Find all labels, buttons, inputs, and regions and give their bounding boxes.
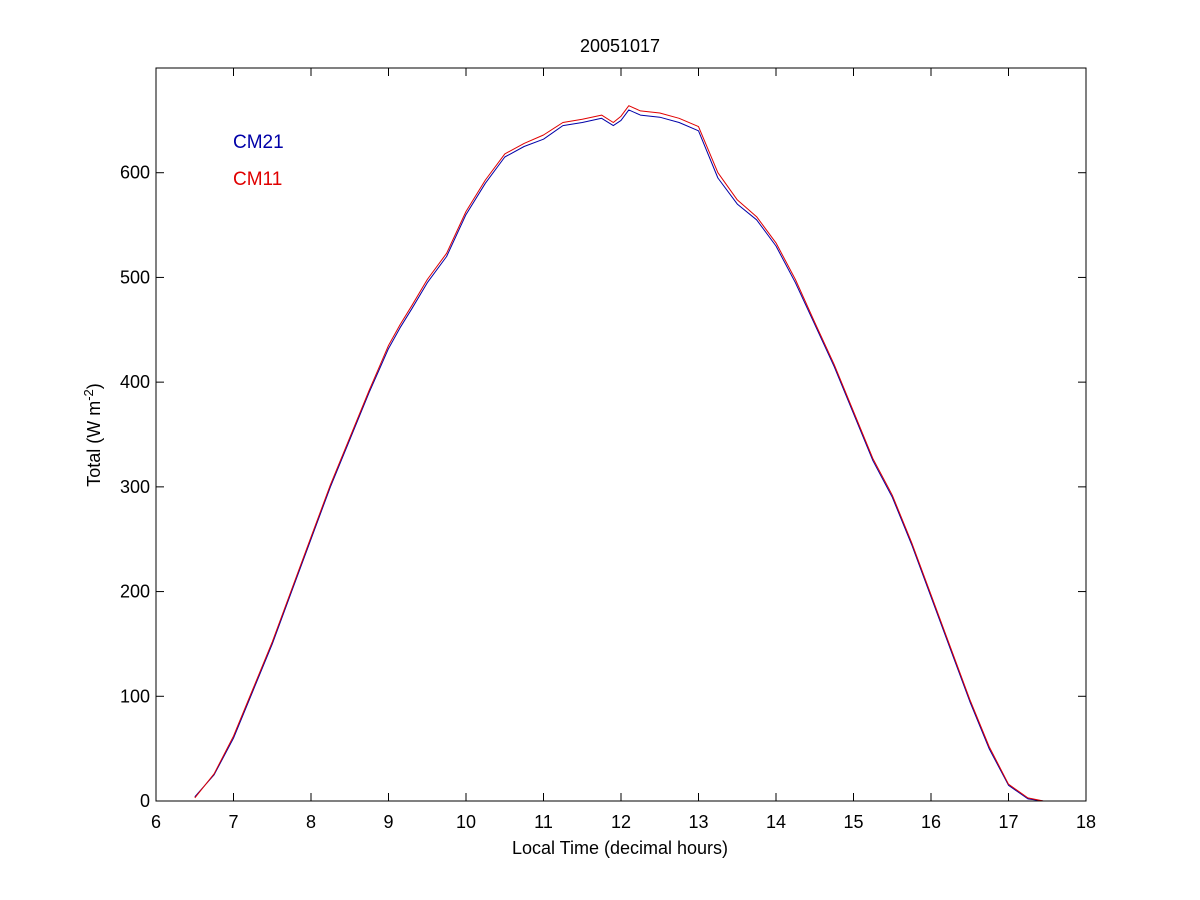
plot-area: 6 7 8 9 10 11 12 13 14 15 16 17 18 01002003004005006… [120, 67, 1096, 832]
series-line-cm11 [194, 105, 1044, 802]
legend-entry-cm11: CM11 [233, 169, 282, 190]
x-tick-label: 16 [921, 812, 941, 832]
x-tick-label: 13 [688, 812, 708, 832]
x-tick-label: 18 [1076, 812, 1096, 832]
chart-title: 20051017 [580, 36, 660, 56]
plot-background [156, 68, 1086, 801]
y-axis-label-exponent: -2 [81, 389, 96, 401]
legend-entry-cm21: CM21 [233, 132, 284, 153]
x-tick-label: 7 [228, 812, 238, 832]
y-tick-label: 600 [120, 163, 150, 183]
x-tick-label: 14 [766, 812, 786, 832]
x-tick-label: 10 [456, 812, 476, 832]
x-tick-label: 17 [998, 812, 1018, 832]
x-tick-label: 15 [843, 812, 863, 832]
x-tick-label: 11 [534, 812, 553, 832]
y-tick-label: 500 [120, 267, 150, 287]
x-axis-label: Local Time (decimal hours) [512, 838, 728, 858]
y-tick-label: 200 [120, 582, 150, 602]
y-axis: 0 100 200 300 400 500 600 [120, 163, 1086, 811]
x-axis: 6 7 8 9 10 11 12 13 14 15 16 17 18 [151, 68, 1096, 832]
x-tick-label: 9 [383, 812, 393, 832]
x-tick-label: 6 [151, 812, 161, 832]
y-tick-label: 400 [120, 372, 150, 392]
x-tick-label: 12 [611, 812, 631, 832]
legend: CM21 CM11 [233, 132, 284, 190]
y-axis-label-close: ) [84, 383, 104, 389]
x-tick-label: 8 [306, 812, 316, 832]
y-axis-label: Total (W m-2) [81, 383, 104, 487]
y-tick-label: 100 [120, 686, 150, 706]
y-axis-label-main: Total (W m [84, 401, 104, 487]
y-tick-label: 0 [140, 791, 150, 811]
series-layer [194, 105, 1044, 802]
series-line-cm21 [194, 109, 1044, 802]
y-tick-label: 300 [120, 477, 150, 497]
